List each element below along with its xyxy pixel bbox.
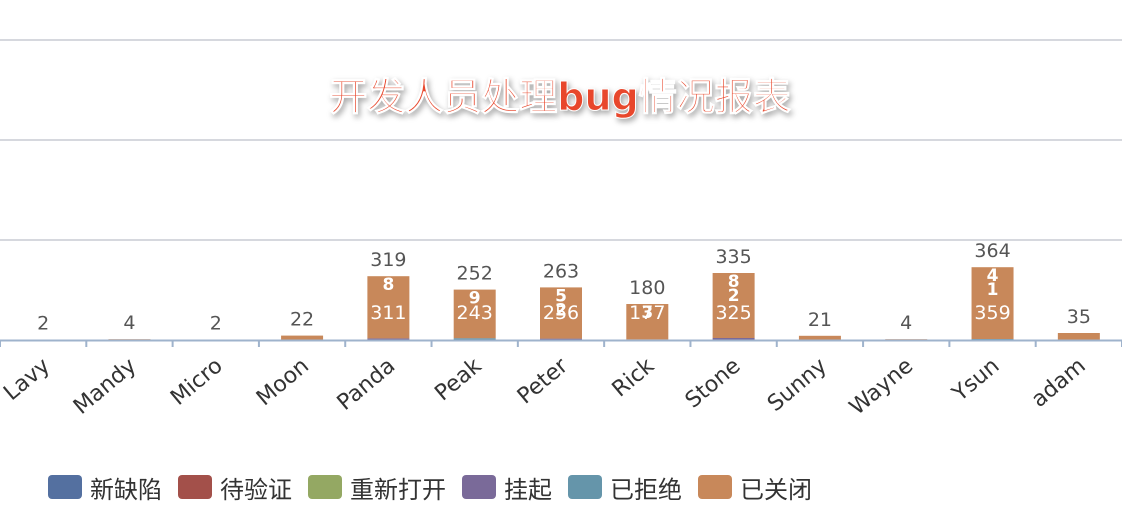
legend-item[interactable]: 挂起 — [462, 470, 552, 505]
x-tick-label: Mandy — [69, 353, 141, 419]
x-tick-label: Moon — [252, 353, 314, 411]
segment-value-label: 4 — [987, 266, 999, 286]
segment-value-label: 325 — [715, 302, 751, 324]
total-value-label: 180 — [629, 277, 665, 299]
legend-swatch — [308, 475, 342, 499]
total-value-label: 319 — [370, 249, 406, 271]
bar-segment — [712, 273, 755, 338]
total-value-label: 21 — [808, 309, 832, 331]
chart-legend: 新缺陷 待验证 重新打开 挂起 已拒绝 已关闭 — [48, 470, 812, 504]
legend-label: 挂起 — [504, 475, 552, 504]
legend-item[interactable]: 已拒绝 — [568, 470, 682, 505]
segment-value-label: 2 — [555, 300, 567, 320]
legend-swatch — [178, 475, 212, 499]
segment-value-label: 1 — [987, 280, 999, 300]
segment-value-label: 5 — [555, 286, 567, 306]
total-value-label: 22 — [290, 309, 314, 331]
total-value-label: 4 — [900, 312, 912, 334]
bar-segment — [453, 289, 496, 339]
chart-title: 开发人员处理bug情况报表 — [329, 75, 790, 119]
total-value-label: 335 — [715, 246, 751, 268]
x-tick-label: Wayne — [845, 353, 918, 420]
legend-label: 已关闭 — [740, 475, 812, 504]
bar-segment — [453, 338, 496, 340]
legend-swatch — [48, 475, 82, 499]
bar-segment — [1057, 333, 1100, 340]
legend-label: 新缺陷 — [90, 475, 162, 504]
legend-label: 重新打开 — [350, 475, 446, 504]
segment-value-label: 311 — [370, 302, 406, 324]
segment-value-label: 177 — [629, 302, 665, 324]
total-value-label: 2 — [210, 313, 222, 335]
bar-segment — [367, 338, 410, 340]
x-tick-label: Ysun — [947, 353, 1004, 407]
segment-value-label: 8 — [728, 272, 740, 292]
legend-swatch — [462, 475, 496, 499]
total-value-label: 252 — [457, 263, 493, 285]
bar-segment — [712, 338, 755, 340]
x-tick-label: Peter — [513, 353, 574, 410]
x-tick-label: Lavy — [0, 353, 55, 405]
bar-segment — [798, 335, 841, 340]
total-value-label: 364 — [974, 240, 1010, 262]
legend-item[interactable]: 新缺陷 — [48, 470, 162, 505]
bar-segment — [540, 338, 582, 340]
bar-segment — [367, 276, 410, 339]
segment-value-label: 9 — [469, 289, 481, 309]
segment-value-label: 243 — [457, 302, 493, 324]
segment-value-label: 359 — [974, 302, 1010, 324]
x-tick-label: Stone — [681, 353, 746, 413]
bar-segment — [281, 335, 324, 340]
bar-segment — [540, 287, 582, 339]
legend-item[interactable]: 重新打开 — [308, 470, 446, 505]
legend-item[interactable]: 已关闭 — [698, 470, 812, 505]
x-tick-label: Rick — [608, 353, 660, 402]
total-value-label: 2 — [37, 313, 49, 335]
total-value-label: 4 — [123, 312, 135, 334]
segment-value-label: 3 — [641, 303, 653, 323]
legend-label: 已拒绝 — [610, 475, 682, 504]
bar-segment — [971, 339, 1014, 340]
x-tick-label: Peak — [430, 353, 486, 406]
legend-label: 待验证 — [220, 475, 292, 504]
segment-value-label: 256 — [543, 302, 579, 324]
legend-swatch — [568, 475, 602, 499]
segment-value-label: 8 — [382, 275, 394, 295]
bar-segment — [971, 267, 1014, 339]
segment-value-label: 2 — [728, 286, 740, 306]
legend-swatch — [698, 475, 732, 499]
legend-item[interactable]: 待验证 — [178, 470, 292, 505]
bar-segment — [626, 304, 669, 340]
total-value-label: 35 — [1067, 306, 1091, 328]
total-value-label: 263 — [543, 260, 579, 282]
x-tick-label: Panda — [333, 353, 401, 415]
x-tick-label: adam — [1027, 353, 1091, 412]
x-tick-label: Sunny — [763, 353, 832, 416]
x-tick-label: Micro — [166, 353, 227, 410]
